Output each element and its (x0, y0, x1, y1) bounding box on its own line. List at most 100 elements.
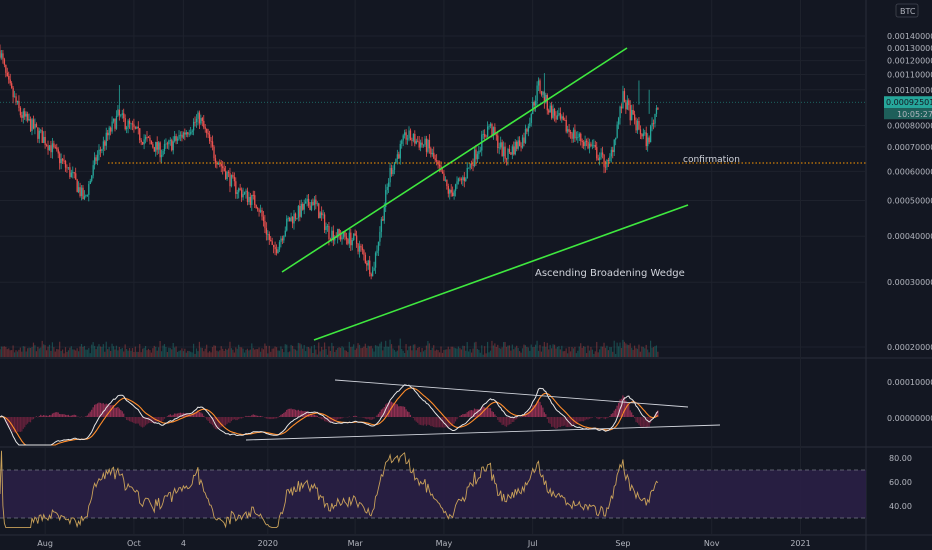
candle-body (374, 253, 377, 268)
macd-histogram-bar (222, 417, 224, 427)
macd-histogram-bar (422, 417, 425, 426)
volume-bar (331, 342, 333, 357)
macd-histogram-bar (450, 417, 452, 426)
candle-body (457, 178, 460, 182)
volume-bar (633, 345, 636, 357)
candle-body (350, 232, 352, 246)
macd-histogram-bar (290, 408, 292, 417)
volume-bar (623, 341, 625, 357)
candle-body (259, 210, 262, 212)
candle-body (133, 124, 135, 128)
macd-histogram-bar (428, 417, 430, 426)
candle-body (302, 203, 304, 210)
macd-histogram-bar (551, 417, 553, 427)
macd-histogram-bar (69, 415, 71, 417)
candle-body (635, 120, 637, 131)
price-tick-label: 0.00110000 (887, 71, 932, 80)
candle-body (405, 132, 407, 140)
candle-body (291, 216, 294, 224)
macd-histogram-bar (255, 415, 257, 417)
price-tick-label: 0.00070000 (887, 143, 932, 152)
volume-bar (361, 347, 364, 357)
macd-pane[interactable] (0, 379, 721, 446)
time-tick-label: 4 (181, 539, 186, 548)
candle-body (524, 129, 527, 143)
candle-body (331, 230, 333, 240)
macd-histogram-bar (117, 406, 119, 417)
volume-bar (293, 348, 295, 357)
candle-body (623, 91, 626, 103)
candle-body (29, 119, 32, 131)
macd-histogram-bar (5, 417, 7, 423)
candle-body (418, 141, 420, 148)
candle-body (607, 160, 610, 162)
volume-bar (284, 344, 286, 357)
macd-histogram-bar (546, 417, 548, 420)
upper-trendline (281, 47, 628, 273)
volume-bar (377, 346, 380, 357)
macd-histogram-bar (296, 410, 298, 417)
macd-histogram-bar (28, 417, 30, 422)
macd-histogram-bar (334, 417, 336, 422)
volume-bar (463, 345, 465, 357)
macd-histogram-bar (139, 417, 141, 426)
volume-bar (358, 344, 361, 357)
macd-histogram-bar (21, 417, 23, 432)
macd-histogram-bar (366, 417, 368, 420)
candle-body (255, 204, 257, 209)
candle-body (226, 172, 228, 180)
candle-body (616, 124, 618, 138)
candle-body (342, 231, 345, 238)
candle-body (307, 198, 310, 206)
volume-bar (315, 349, 317, 357)
candle-body (293, 213, 295, 224)
volume-bar (357, 343, 359, 357)
volume-bar (79, 346, 81, 357)
macd-histogram-bar (91, 409, 93, 417)
candle-body (395, 159, 397, 163)
candle-body (392, 169, 394, 175)
price-drawings[interactable] (0, 47, 866, 341)
volume-bar (388, 346, 390, 357)
volume-bar (12, 345, 14, 357)
volume-bar (19, 347, 21, 357)
candle-body (606, 160, 608, 168)
volume-bar (622, 339, 624, 357)
volume-bar (504, 341, 506, 357)
volume-bar (283, 352, 285, 357)
volume-bar (505, 346, 508, 357)
candle-body (638, 120, 640, 130)
rsi-pane[interactable] (0, 450, 866, 529)
macd-histogram-bar (476, 409, 478, 417)
macd-histogram-bar (468, 411, 470, 417)
candle-body (447, 186, 449, 194)
macd-histogram-bar (491, 411, 493, 417)
candle-body (491, 124, 493, 136)
volume-bar (195, 348, 198, 357)
volume-bar (533, 346, 535, 357)
macd-histogram-bar (27, 417, 29, 424)
volume-bar (370, 345, 372, 357)
candle-body (436, 160, 438, 162)
candle-body (577, 137, 579, 138)
volume-bar (494, 343, 496, 357)
volume-bar (255, 349, 257, 357)
volume-bar (329, 350, 331, 357)
price-candles[interactable] (0, 44, 659, 280)
candle-body (47, 145, 49, 151)
macd-histogram-bar (172, 414, 174, 417)
macd-histogram-bar (227, 417, 230, 423)
candle-body (364, 254, 367, 263)
volume-bar (24, 346, 26, 357)
candle-body (632, 109, 634, 115)
macd-histogram-bar (318, 417, 320, 418)
candle-body (131, 123, 134, 125)
volume-bar (559, 349, 561, 357)
candle-body (361, 247, 364, 251)
candle-body (187, 132, 189, 135)
volume-bar (181, 348, 183, 357)
volume-bar (524, 345, 527, 357)
macd-histogram-bar (171, 415, 173, 417)
macd-histogram-bar (254, 414, 256, 417)
